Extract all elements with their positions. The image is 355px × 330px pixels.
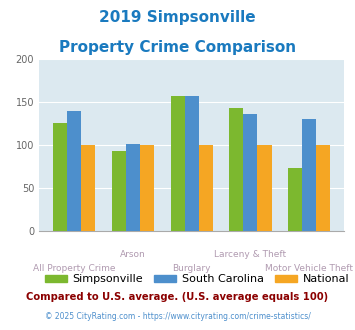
Legend: Simpsonville, South Carolina, National: Simpsonville, South Carolina, National	[45, 274, 349, 284]
Bar	[67, 111, 81, 231]
Bar	[53, 123, 67, 231]
Bar	[244, 114, 257, 231]
Text: Burglary: Burglary	[173, 264, 211, 273]
Text: All Property Crime: All Property Crime	[33, 264, 115, 273]
Bar	[288, 168, 302, 231]
Text: Compared to U.S. average. (U.S. average equals 100): Compared to U.S. average. (U.S. average …	[26, 292, 329, 302]
Bar	[199, 145, 213, 231]
Bar	[185, 96, 199, 231]
Text: 2019 Simpsonville: 2019 Simpsonville	[99, 10, 256, 25]
Bar	[229, 108, 244, 231]
Bar	[140, 145, 154, 231]
Bar	[126, 144, 140, 231]
Text: Larceny & Theft: Larceny & Theft	[214, 250, 286, 259]
Text: Arson: Arson	[120, 250, 146, 259]
Text: Motor Vehicle Theft: Motor Vehicle Theft	[265, 264, 353, 273]
Text: Property Crime Comparison: Property Crime Comparison	[59, 40, 296, 54]
Bar	[81, 145, 95, 231]
Bar	[170, 96, 185, 231]
Bar	[257, 145, 272, 231]
Bar	[112, 151, 126, 231]
Bar	[316, 145, 330, 231]
Bar	[302, 118, 316, 231]
Text: © 2025 CityRating.com - https://www.cityrating.com/crime-statistics/: © 2025 CityRating.com - https://www.city…	[45, 312, 310, 321]
